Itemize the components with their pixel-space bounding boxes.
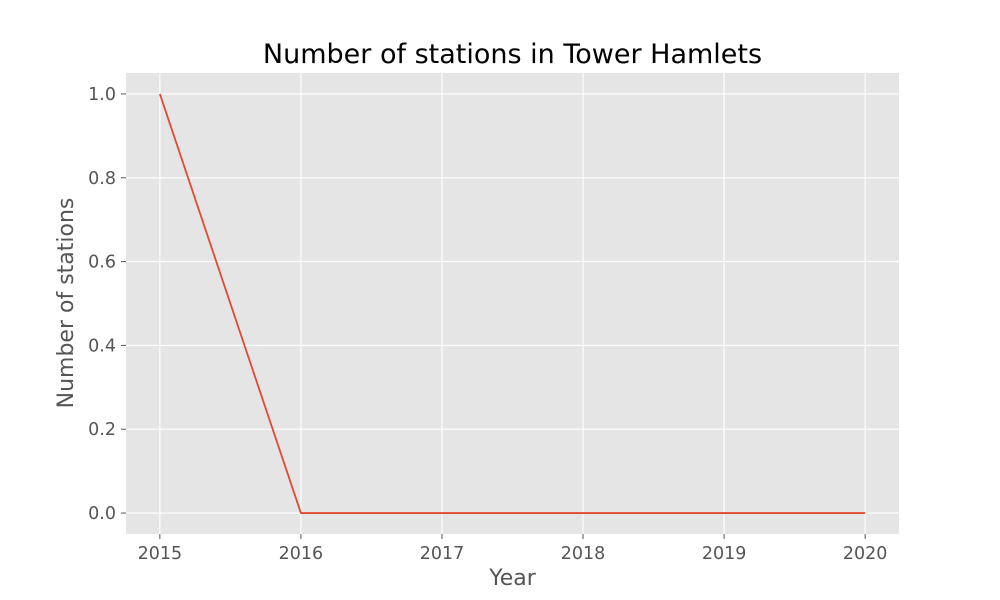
y-tick-label: 0.6 bbox=[88, 253, 116, 273]
y-tick-label: 1.0 bbox=[88, 85, 116, 105]
y-axis-label: Number of stations bbox=[54, 198, 79, 409]
x-tick-label: 2017 bbox=[420, 544, 465, 564]
y-tick-label: 0.8 bbox=[88, 169, 116, 189]
chart-title: Number of stations in Tower Hamlets bbox=[263, 39, 762, 70]
x-tick-label: 2019 bbox=[702, 544, 747, 564]
x-tick-label: 2015 bbox=[138, 544, 183, 564]
y-tick-label: 0.4 bbox=[88, 336, 116, 356]
y-tick-label: 0.2 bbox=[88, 420, 116, 440]
x-tick-label: 2016 bbox=[279, 544, 324, 564]
y-tick-label: 0.0 bbox=[88, 504, 116, 524]
plot-area bbox=[126, 73, 899, 534]
series-line bbox=[158, 93, 866, 514]
axis-ticks: 2015 2016 2017 2018 2019 2020 0.0 0.2 0.4 0.6 0.8 1… bbox=[88, 85, 887, 564]
x-tick-label: 2020 bbox=[843, 544, 888, 564]
series-layer bbox=[158, 93, 866, 514]
x-tick-label: 2018 bbox=[561, 544, 606, 564]
grid-lines bbox=[126, 73, 899, 534]
x-axis-label: Year bbox=[488, 566, 537, 591]
